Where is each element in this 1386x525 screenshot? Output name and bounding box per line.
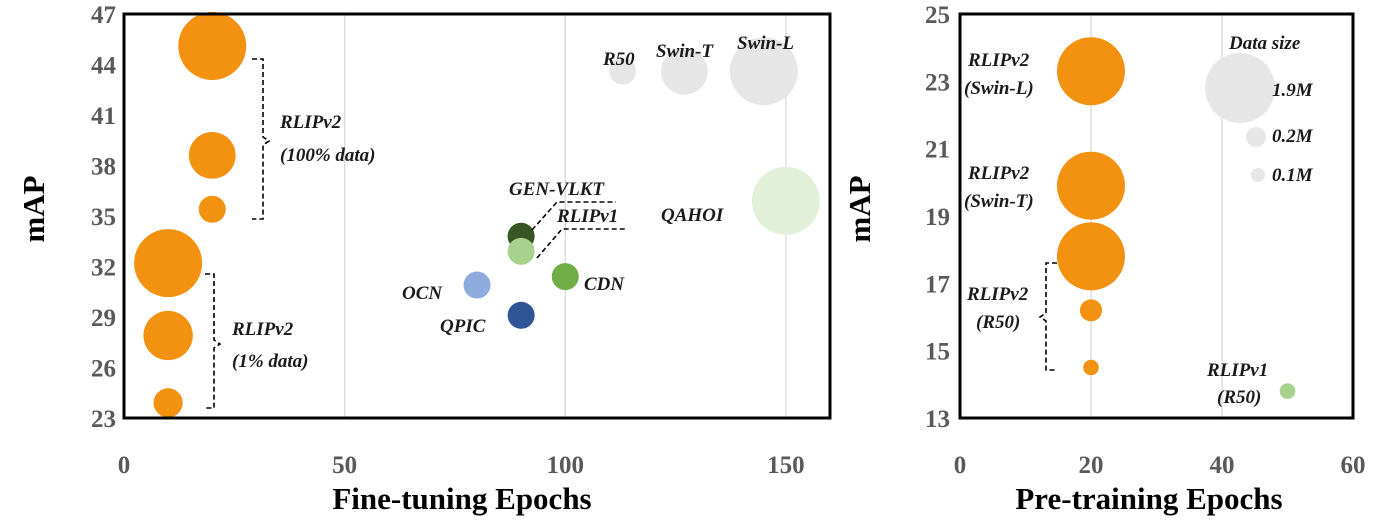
left-x-tick-label: 150 <box>767 452 805 479</box>
right-y-tick-label: 19 <box>925 204 950 231</box>
left-bubble <box>660 47 708 95</box>
right-y-tick-label: 21 <box>925 137 950 164</box>
label-rlipv1-r50-line1: RLIPv1 <box>1206 360 1268 381</box>
label-cdn: CDN <box>584 274 625 295</box>
left-bubble <box>751 166 820 235</box>
left-y-tick-labels: 23 26 29 32 35 38 41 44 47 <box>91 2 117 433</box>
left-y-tick-label: 44 <box>91 53 117 80</box>
legend-label-1-9m: 1.9M <box>1272 80 1314 101</box>
left-y-tick-label: 38 <box>91 154 116 181</box>
label-rlipv2-r50-line1: RLIPv2 <box>966 284 1029 305</box>
right-y-tick-label: 25 <box>925 2 950 29</box>
left-y-tick-label: 32 <box>91 255 116 282</box>
label-qahoi: QAHOI <box>661 205 724 226</box>
right-y-tick-label: 23 <box>925 69 950 96</box>
right-x-tick-label: 20 <box>1079 452 1104 479</box>
right-x-axis-title: Pre-training Epochs <box>1015 481 1282 516</box>
right-bubble <box>1057 222 1125 291</box>
label-rlipv2-100-line2: (100% data) <box>280 145 376 166</box>
right-x-tick-label: 40 <box>1210 452 1235 479</box>
right-plot-frame <box>958 12 1355 420</box>
left-x-tick-label: 50 <box>332 452 357 479</box>
legend-title: Data size <box>1228 33 1301 54</box>
label-qpic: QPIC <box>440 316 486 337</box>
left-y-tick-label: 47 <box>91 2 116 29</box>
right-x-tick-labels: 0 20 40 60 <box>954 452 1366 479</box>
legend-label-0-1m: 0.1M <box>1272 165 1314 186</box>
right-bubble <box>1057 37 1125 106</box>
left-x-axis-title: Fine-tuning Epochs <box>332 481 591 516</box>
left-plot-frame <box>122 12 832 420</box>
label-rlipv1-r50-line2: (R50) <box>1217 387 1261 408</box>
label-gen-vlkt: GEN-VLKT <box>509 179 605 200</box>
right-x-tick-label: 0 <box>954 452 967 479</box>
left-x-tick-label: 0 <box>118 452 131 479</box>
label-rlipv2-swin-t-line2: (Swin-T) <box>964 191 1034 212</box>
right-bubble <box>1057 151 1125 220</box>
label-rlipv2-100-line1: RLIPv2 <box>279 112 342 133</box>
left-bubble <box>729 37 798 106</box>
left-bubble <box>551 263 579 291</box>
right-bubble <box>1279 383 1296 399</box>
left-bubbles <box>134 11 820 418</box>
right-y-tick-label: 13 <box>925 406 950 433</box>
right-y-axis-title: mAP <box>842 175 877 242</box>
label-rlipv1: RLIPv1 <box>556 206 618 227</box>
left-bubble <box>178 11 247 80</box>
left-y-axis-title: mAP <box>16 175 51 242</box>
right-x-tick-label: 60 <box>1341 452 1366 479</box>
label-swin-t: Swin-T <box>656 41 714 62</box>
label-rlipv2-swin-t-line1: RLIPv2 <box>967 163 1030 184</box>
left-y-tick-label: 41 <box>91 103 116 130</box>
left-x-tick-labels: 0 50 100 150 <box>118 452 805 479</box>
left-bubble <box>153 388 183 418</box>
left-bubble <box>507 237 535 265</box>
left-bubble <box>463 271 491 299</box>
label-ocn: OCN <box>402 283 443 304</box>
left-y-tick-label: 26 <box>91 356 116 383</box>
label-swin-l: Swin-L <box>737 33 794 54</box>
right-y-tick-label: 17 <box>925 271 950 298</box>
right-bubbles <box>1057 37 1296 399</box>
fine-tuning-chart: 23 26 29 32 35 38 41 44 47 0 50 100 150 Fine-tuning… <box>16 2 832 516</box>
left-bubble <box>609 57 637 85</box>
left-bracket-1pct <box>205 273 222 409</box>
left-x-tick-label: 100 <box>547 452 585 479</box>
left-bubble <box>198 195 226 223</box>
right-bracket-r50 <box>1038 262 1057 371</box>
left-bubble <box>507 301 535 329</box>
right-bubble <box>1083 359 1099 376</box>
right-bubble <box>1079 299 1103 322</box>
legend-label-0-2m: 0.2M <box>1272 126 1314 147</box>
label-rlipv2-swin-l-line2: (Swin-L) <box>964 78 1034 99</box>
left-y-tick-label: 23 <box>91 406 116 433</box>
legend-bubble-1-9m <box>1205 53 1275 123</box>
left-bracket-100pct <box>252 58 271 220</box>
label-r50: R50 <box>602 49 635 70</box>
left-y-tick-label: 29 <box>91 305 116 332</box>
right-y-tick-label: 15 <box>925 339 950 366</box>
left-y-tick-label: 35 <box>91 204 116 231</box>
legend-bubble-0-1m <box>1251 168 1265 182</box>
data-size-legend: Data size 1.9M 0.2M 0.1M <box>1205 33 1314 186</box>
left-bubble <box>134 229 203 298</box>
right-gridlines <box>959 14 1354 418</box>
right-y-tick-labels: 13 15 17 19 21 23 25 <box>925 2 950 433</box>
left-leader-rlipv1 <box>536 228 625 259</box>
label-rlipv2-swin-l-line1: RLIPv2 <box>967 50 1030 71</box>
pre-training-chart: Data size 1.9M 0.2M 0.1M 13151719212325 … <box>842 2 1366 516</box>
label-rlipv2-1-line2: (1% data) <box>232 351 309 372</box>
left-leader-gen-vlkt <box>531 201 616 231</box>
label-rlipv2-r50-line2: (R50) <box>976 312 1020 333</box>
legend-bubble-0-2m <box>1246 127 1266 147</box>
left-bubble <box>143 310 193 361</box>
left-bubble <box>188 131 236 179</box>
label-rlipv2-1-line1: RLIPv2 <box>231 319 294 340</box>
